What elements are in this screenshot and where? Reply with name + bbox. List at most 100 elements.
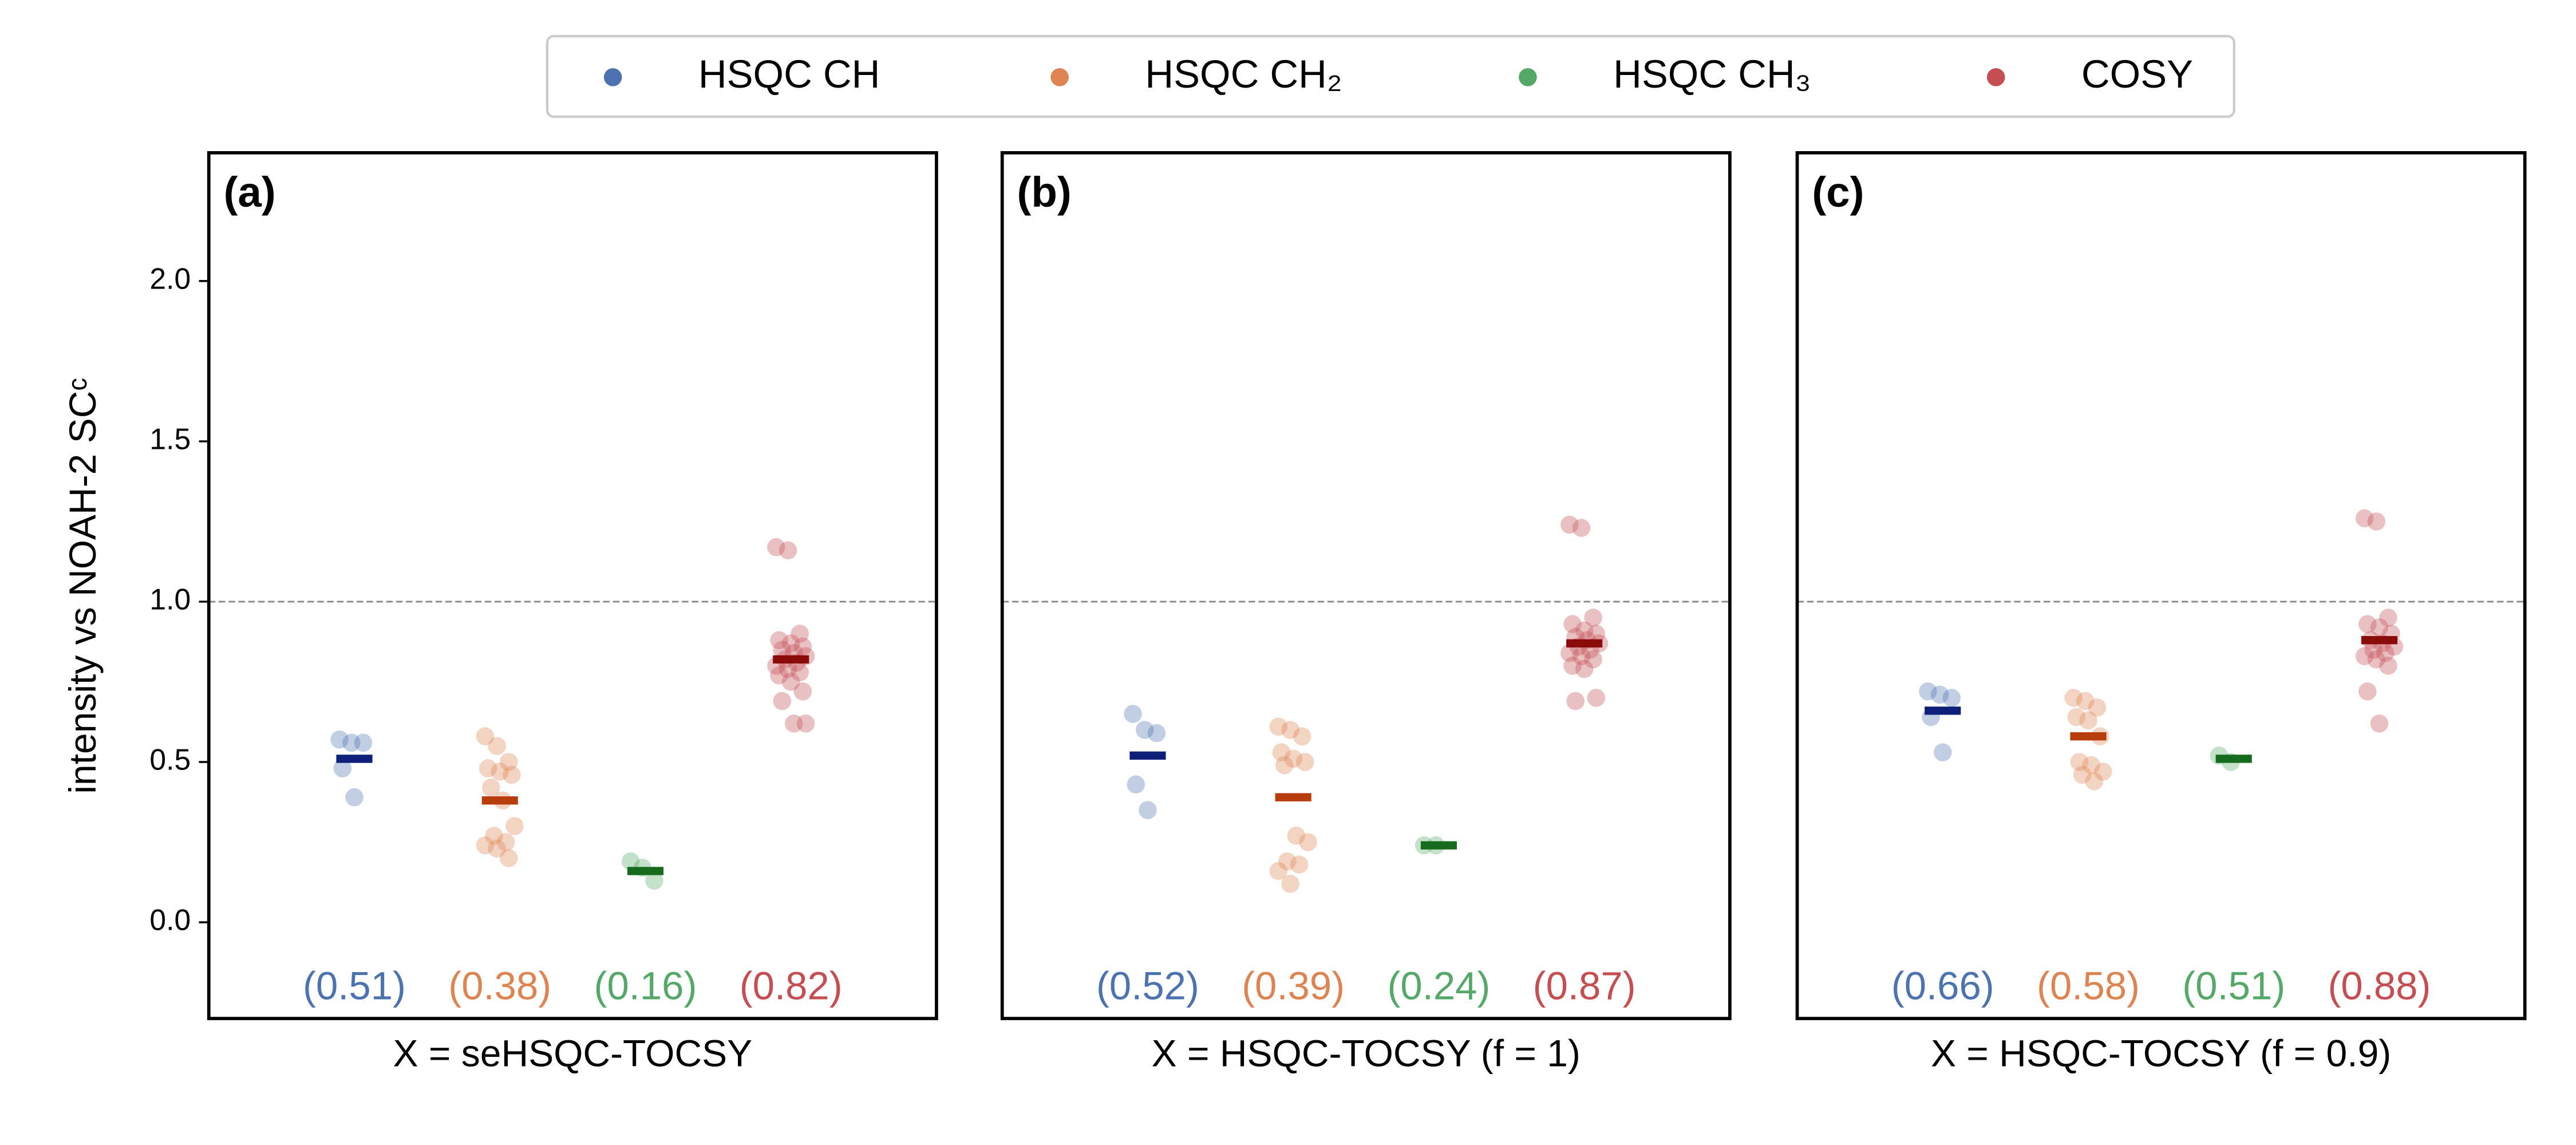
data-point xyxy=(779,660,797,678)
data-point xyxy=(1281,721,1299,739)
data-point xyxy=(781,673,800,691)
mean-bar xyxy=(2215,755,2252,763)
data-point xyxy=(1284,749,1302,768)
y-tick-label: 0.0 xyxy=(149,903,191,937)
data-point xyxy=(2070,753,2089,771)
data-point xyxy=(2079,711,2097,729)
data-point xyxy=(1575,660,1594,678)
data-point xyxy=(1296,753,1314,771)
data-point xyxy=(1587,689,1606,707)
legend-label: HSQC CH₂ xyxy=(1145,52,1342,96)
data-point xyxy=(1269,862,1288,881)
mean-bar xyxy=(336,755,373,763)
data-point xyxy=(1575,621,1594,640)
data-point xyxy=(1281,875,1299,893)
data-point xyxy=(485,827,503,845)
mean-label: (0.66) xyxy=(1891,964,1994,1008)
data-point xyxy=(1139,801,1157,819)
data-point xyxy=(479,759,497,777)
data-point xyxy=(2067,708,2086,727)
mean-bar xyxy=(481,796,518,805)
y-tick-label: 1.5 xyxy=(149,423,191,456)
data-point xyxy=(499,849,518,867)
data-point xyxy=(2364,641,2383,659)
legend-marker xyxy=(603,68,622,86)
data-point xyxy=(1127,775,1145,793)
data-point xyxy=(1584,650,1602,669)
data-point xyxy=(2367,512,2386,531)
data-point xyxy=(2073,765,2092,784)
data-point xyxy=(342,733,361,752)
data-point xyxy=(2064,689,2083,707)
data-point xyxy=(1560,515,1579,534)
mean-bar xyxy=(1275,793,1311,802)
data-point xyxy=(2355,647,2374,665)
legend-marker xyxy=(1519,68,1537,86)
data-point xyxy=(770,631,788,649)
mean-label: (0.16) xyxy=(594,964,697,1008)
mean-bar xyxy=(1925,706,1961,715)
data-point xyxy=(476,836,495,855)
data-point xyxy=(1278,852,1297,871)
data-point xyxy=(496,833,515,851)
data-point xyxy=(1587,625,1606,643)
x-axis-label: X = HSQC-TOCSY (f = 1) xyxy=(1152,1032,1581,1074)
mean-label: (0.38) xyxy=(448,964,551,1008)
data-point xyxy=(1584,609,1602,627)
data-point xyxy=(793,682,812,701)
data-point xyxy=(2082,756,2100,775)
data-point xyxy=(1572,519,1591,537)
data-point xyxy=(499,753,518,771)
data-point xyxy=(2370,714,2389,733)
data-point xyxy=(1269,717,1288,736)
data-point xyxy=(333,759,352,777)
mean-bar xyxy=(773,655,809,664)
mean-label: (0.58) xyxy=(2037,964,2140,1008)
data-point xyxy=(1136,721,1154,739)
mean-label: (0.24) xyxy=(1387,964,1490,1008)
mean-label: (0.51) xyxy=(2182,964,2285,1008)
data-point xyxy=(1566,692,1585,710)
x-axis-label: X = seHSQC-TOCSY xyxy=(393,1032,753,1074)
data-point xyxy=(1293,727,1311,745)
mean-bar xyxy=(1420,841,1457,850)
data-point xyxy=(770,666,788,685)
data-point xyxy=(2358,682,2377,701)
data-point xyxy=(2370,618,2389,637)
data-point xyxy=(2088,698,2107,717)
data-point xyxy=(330,731,349,749)
data-point xyxy=(1124,705,1142,723)
y-tick-label: 2.0 xyxy=(149,262,191,295)
legend-label: HSQC CH₃ xyxy=(1613,52,1811,96)
data-point xyxy=(779,541,797,560)
mean-bar xyxy=(2361,635,2398,645)
mean-label: (0.52) xyxy=(1096,964,1199,1008)
y-tick-label: 1.0 xyxy=(149,583,191,616)
data-point xyxy=(773,692,791,710)
panel-title: (b) xyxy=(1017,168,1072,216)
data-point xyxy=(2085,772,2104,791)
panel-title: (c) xyxy=(1812,168,1864,216)
data-point xyxy=(2379,657,2397,675)
data-point xyxy=(2358,615,2377,633)
data-point xyxy=(1942,689,1961,707)
data-point xyxy=(2355,509,2374,528)
panel-title: (a) xyxy=(224,168,276,216)
data-point xyxy=(791,625,809,643)
data-point xyxy=(1930,685,1949,704)
data-point xyxy=(645,871,663,890)
mean-bar xyxy=(2070,732,2107,741)
data-point xyxy=(1563,657,1582,675)
data-point xyxy=(1275,756,1294,775)
data-point xyxy=(1287,827,1306,845)
data-point xyxy=(354,733,373,752)
mean-label: (0.39) xyxy=(1242,964,1345,1008)
panel-frame xyxy=(1795,151,2527,1020)
data-point xyxy=(505,817,524,835)
legend-marker xyxy=(1986,68,2005,86)
data-point xyxy=(781,634,800,653)
data-point xyxy=(503,765,521,784)
data-point xyxy=(1290,855,1309,874)
